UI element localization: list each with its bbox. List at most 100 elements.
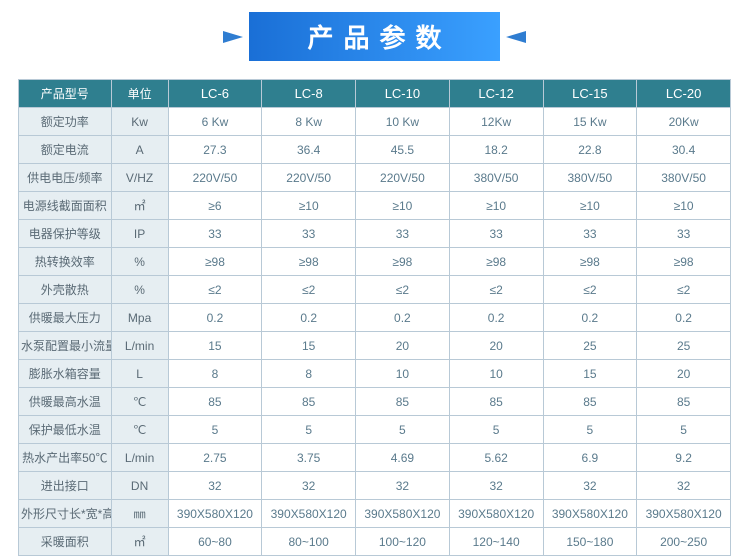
cell-value: 12Kw (449, 108, 543, 136)
row-label: 电器保护等级 (19, 220, 112, 248)
row-unit: Mpa (111, 304, 168, 332)
title-banner: 产品参数 (223, 12, 525, 61)
cell-value: ≥98 (262, 248, 356, 276)
cell-value: ≥98 (168, 248, 262, 276)
cell-value: ≥98 (356, 248, 450, 276)
cell-value: 0.2 (356, 304, 450, 332)
row-label: 进出接口 (19, 472, 112, 500)
table-row: 额定电流A27.336.445.518.222.830.4 (19, 136, 731, 164)
cell-value: ≥98 (543, 248, 637, 276)
cell-value: 25 (543, 332, 637, 360)
row-label: 供暖最大压力 (19, 304, 112, 332)
cell-value: 32 (543, 472, 637, 500)
cell-value: 15 (168, 332, 262, 360)
row-label: 电源线截面面积 (19, 192, 112, 220)
row-unit: Kw (111, 108, 168, 136)
cell-value: 380V/50 (449, 164, 543, 192)
row-label: 额定功率 (19, 108, 112, 136)
cell-value: 390X580X120 (449, 500, 543, 528)
page-title: 产品参数 (249, 12, 499, 61)
cell-value: 0.2 (543, 304, 637, 332)
table-row: 外壳散热%≤2≤2≤2≤2≤2≤2 (19, 276, 731, 304)
cell-value: 15 (262, 332, 356, 360)
col-header-unit: 单位 (111, 80, 168, 108)
table-row: 进出接口DN323232323232 (19, 472, 731, 500)
cell-value: 9.2 (637, 444, 731, 472)
row-unit: V/HZ (111, 164, 168, 192)
table-row: 供暖最高水温℃858585858585 (19, 388, 731, 416)
table-row: 供暖最大压力Mpa0.20.20.20.20.20.2 (19, 304, 731, 332)
cell-value: 32 (449, 472, 543, 500)
row-label: 外形尺寸长*宽*高 (19, 500, 112, 528)
cell-value: 8 (168, 360, 262, 388)
cell-value: ≥10 (637, 192, 731, 220)
row-unit: ℃ (111, 416, 168, 444)
col-header-model: 产品型号 (19, 80, 112, 108)
table-row: 膨胀水箱容量L8810101520 (19, 360, 731, 388)
cell-value: 15 (543, 360, 637, 388)
cell-value: 10 Kw (356, 108, 450, 136)
cell-value: 390X580X120 (168, 500, 262, 528)
cell-value: 0.2 (168, 304, 262, 332)
cell-value: 85 (543, 388, 637, 416)
table-row: 电源线截面面积㎡≥6≥10≥10≥10≥10≥10 (19, 192, 731, 220)
cell-value: 390X580X120 (356, 500, 450, 528)
table-row: 供电电压/频率V/HZ220V/50220V/50220V/50380V/503… (19, 164, 731, 192)
cell-value: 3.75 (262, 444, 356, 472)
cell-value: 33 (168, 220, 262, 248)
cell-value: 220V/50 (356, 164, 450, 192)
cell-value: 5 (637, 416, 731, 444)
row-label: 额定电流 (19, 136, 112, 164)
cell-value: 10 (356, 360, 450, 388)
cell-value: ≤2 (449, 276, 543, 304)
cell-value: 20 (356, 332, 450, 360)
cell-value: 33 (262, 220, 356, 248)
cell-value: 380V/50 (637, 164, 731, 192)
col-header-value: LC-6 (168, 80, 262, 108)
cell-value: 32 (262, 472, 356, 500)
cell-value: 0.2 (262, 304, 356, 332)
cell-value: 85 (262, 388, 356, 416)
cell-value: 10 (449, 360, 543, 388)
col-header-value: LC-20 (637, 80, 731, 108)
table-row: 热转换效率%≥98≥98≥98≥98≥98≥98 (19, 248, 731, 276)
cell-value: 27.3 (168, 136, 262, 164)
cell-value: 85 (356, 388, 450, 416)
row-unit: % (111, 248, 168, 276)
cell-value: 220V/50 (262, 164, 356, 192)
cell-value: 5.62 (449, 444, 543, 472)
row-unit: L/min (111, 444, 168, 472)
row-unit: A (111, 136, 168, 164)
cell-value: 15 Kw (543, 108, 637, 136)
table-row: 额定功率Kw6 Kw8 Kw10 Kw12Kw15 Kw20Kw (19, 108, 731, 136)
cell-value: 5 (262, 416, 356, 444)
col-header-value: LC-8 (262, 80, 356, 108)
cell-value: 85 (449, 388, 543, 416)
cell-value: ≥10 (262, 192, 356, 220)
cell-value: 2.75 (168, 444, 262, 472)
spec-table-wrap: 产品型号单位LC-6LC-8LC-10LC-12LC-15LC-20 额定功率K… (0, 79, 749, 556)
cell-value: ≤2 (356, 276, 450, 304)
cell-value: 30.4 (637, 136, 731, 164)
cell-value: ≥10 (543, 192, 637, 220)
cell-value: 5 (168, 416, 262, 444)
cell-value: 5 (356, 416, 450, 444)
title-banner-wrap: 产品参数 (0, 0, 749, 79)
triangle-left-icon (223, 31, 243, 43)
cell-value: 4.69 (356, 444, 450, 472)
cell-value: ≤2 (262, 276, 356, 304)
table-header-row: 产品型号单位LC-6LC-8LC-10LC-12LC-15LC-20 (19, 80, 731, 108)
cell-value: 5 (543, 416, 637, 444)
cell-value: 20 (449, 332, 543, 360)
cell-value: ≤2 (168, 276, 262, 304)
cell-value: ≤2 (543, 276, 637, 304)
cell-value: 45.5 (356, 136, 450, 164)
cell-value: 25 (637, 332, 731, 360)
cell-value: 6.9 (543, 444, 637, 472)
cell-value: ≥6 (168, 192, 262, 220)
row-unit: % (111, 276, 168, 304)
row-label: 水泵配置最小流量 (19, 332, 112, 360)
cell-value: 390X580X120 (262, 500, 356, 528)
cell-value: 8 Kw (262, 108, 356, 136)
col-header-value: LC-15 (543, 80, 637, 108)
